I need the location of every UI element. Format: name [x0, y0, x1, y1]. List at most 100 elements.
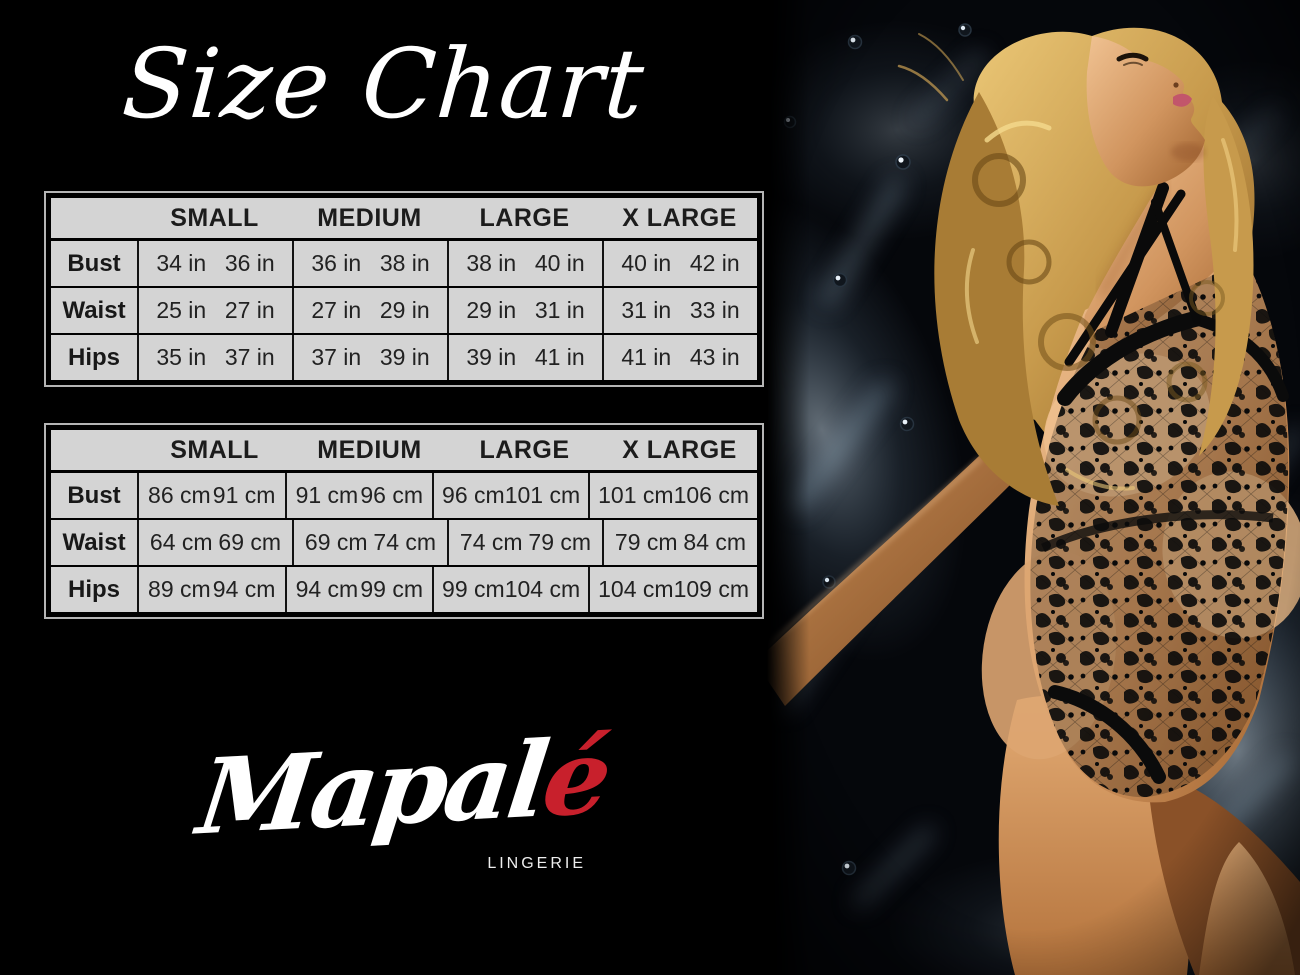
model-photo: [767, 0, 1300, 975]
row-label: Hips: [67, 575, 120, 603]
measure-value: 91 cm: [295, 482, 359, 508]
table-body: Bust 86 cm 91 cm 91 cm 96 cm 96 cm 101 c…: [51, 473, 757, 612]
size-cell: 96 cm 101 cm: [432, 473, 588, 518]
measure-value: 31 in: [621, 297, 672, 323]
header-xlarge: X LARGE: [622, 203, 737, 232]
size-cell: 34 in 36 in: [137, 241, 292, 286]
chart-panel: Size Chart SMALL MEDIUM LARGE X LARGE Bu…: [44, 28, 764, 882]
row-label: Hips: [67, 343, 120, 371]
size-cell: 41 in 43 in: [602, 335, 757, 380]
measure-value: 91 cm: [212, 482, 276, 508]
measure-value: 96 cm: [442, 482, 505, 508]
size-cell: 74 cm 79 cm: [447, 520, 602, 565]
size-cell: 64 cm 69 cm: [137, 520, 292, 565]
size-cell: 29 in 31 in: [447, 288, 602, 333]
brand-name-main: Mapal: [191, 717, 552, 859]
table-body: Bust 34 in 36 in 36 in 38 in 38 in 40 in: [51, 241, 757, 380]
measure-value: 94 cm: [212, 576, 276, 602]
measure-value: 37 in: [224, 344, 275, 370]
size-cell: 40 in 42 in: [602, 241, 757, 286]
measure-value: 69 cm: [218, 529, 282, 555]
row-label: Bust: [67, 481, 121, 509]
size-cell: 86 cm 91 cm: [137, 473, 285, 518]
size-cell: 35 in 37 in: [137, 335, 292, 380]
measure-value: 33 in: [689, 297, 740, 323]
size-cell: 104 cm 109 cm: [588, 567, 757, 612]
size-cell: 94 cm 99 cm: [284, 567, 433, 612]
table-header-row: SMALL MEDIUM LARGE X LARGE: [51, 430, 757, 470]
size-cell: 101 cm 106 cm: [588, 473, 757, 518]
table-row-waist: Waist 25 in 27 in 27 in 29 in 29 in 31 i…: [51, 288, 757, 333]
measure-value: 37 in: [311, 344, 362, 370]
measure-value: 94 cm: [295, 576, 359, 602]
header-corner-cell: [51, 198, 137, 238]
measure-value: 101 cm: [504, 482, 581, 508]
header-medium: MEDIUM: [317, 203, 422, 232]
measure-value: 36 in: [224, 250, 275, 276]
page-title: Size Chart: [118, 28, 649, 140]
size-cell: 69 cm 74 cm: [292, 520, 447, 565]
measure-value: 106 cm: [673, 482, 749, 508]
measure-value: 29 in: [379, 297, 430, 323]
measure-value: 96 cm: [360, 482, 423, 508]
size-cell: 79 cm 84 cm: [602, 520, 757, 565]
brand-wordmark: Mapalé: [158, 710, 648, 864]
measure-value: 41 in: [621, 344, 672, 370]
measure-value: 64 cm: [149, 529, 213, 555]
measure-value: 109 cm: [673, 576, 749, 602]
measure-value: 69 cm: [304, 529, 368, 555]
size-cell: 37 in 39 in: [292, 335, 447, 380]
table-row-hips: Hips 35 in 37 in 37 in 39 in 39 in 41 in: [51, 335, 757, 380]
measure-value: 39 in: [466, 344, 517, 370]
measure-value: 84 cm: [683, 529, 747, 555]
table-row-bust: Bust 34 in 36 in 36 in 38 in 38 in 40 in: [51, 241, 757, 286]
header-large: LARGE: [479, 203, 570, 232]
measure-value: 38 in: [379, 250, 430, 276]
header-xlarge: X LARGE: [622, 435, 737, 464]
row-label: Waist: [62, 528, 126, 556]
left-edge-fade: [767, 0, 809, 975]
size-cell: 99 cm 104 cm: [432, 567, 588, 612]
measure-value: 104 cm: [504, 576, 581, 602]
size-cell: 38 in 40 in: [447, 241, 602, 286]
measure-value: 27 in: [311, 297, 362, 323]
measure-value: 79 cm: [528, 529, 592, 555]
row-label: Waist: [62, 296, 126, 324]
measure-value: 38 in: [466, 250, 517, 276]
size-cell: 39 in 41 in: [447, 335, 602, 380]
table-header-row: SMALL MEDIUM LARGE X LARGE: [51, 198, 757, 238]
measure-value: 99 cm: [442, 576, 505, 602]
table-row-waist: Waist 64 cm 69 cm 69 cm 74 cm 74 cm 79 c…: [51, 520, 757, 565]
header-medium: MEDIUM: [317, 435, 422, 464]
brand-tagline: LINGERIE: [487, 855, 586, 872]
measure-value: 35 in: [156, 344, 207, 370]
table-row-bust: Bust 86 cm 91 cm 91 cm 96 cm 96 cm 101 c…: [51, 473, 757, 518]
measure-value: 101 cm: [598, 482, 674, 508]
measure-value: 86 cm: [148, 482, 211, 508]
size-table-inches: SMALL MEDIUM LARGE X LARGE Bust 34 in 36…: [44, 191, 764, 387]
measure-value: 79 cm: [614, 529, 678, 555]
measure-value: 74 cm: [459, 529, 523, 555]
header-small: SMALL: [170, 203, 259, 232]
measure-value: 41 in: [534, 344, 585, 370]
measure-value: 42 in: [689, 250, 740, 276]
header-corner-cell: [51, 430, 137, 470]
model-photo-illustration: [767, 0, 1300, 975]
measure-value: 99 cm: [360, 576, 423, 602]
brand-logo: Mapalé LINGERIE: [168, 715, 638, 882]
measure-value: 34 in: [156, 250, 207, 276]
measure-value: 40 in: [534, 250, 585, 276]
measure-value: 43 in: [689, 344, 740, 370]
row-label: Bust: [67, 249, 121, 277]
size-cell: 36 in 38 in: [292, 241, 447, 286]
vignette: [767, 0, 1300, 975]
size-cell: 25 in 27 in: [137, 288, 292, 333]
header-small: SMALL: [170, 435, 259, 464]
measure-value: 29 in: [466, 297, 517, 323]
size-cell: 31 in 33 in: [602, 288, 757, 333]
measure-value: 89 cm: [148, 576, 211, 602]
measure-value: 104 cm: [598, 576, 674, 602]
measure-value: 36 in: [311, 250, 362, 276]
measure-value: 27 in: [224, 297, 275, 323]
